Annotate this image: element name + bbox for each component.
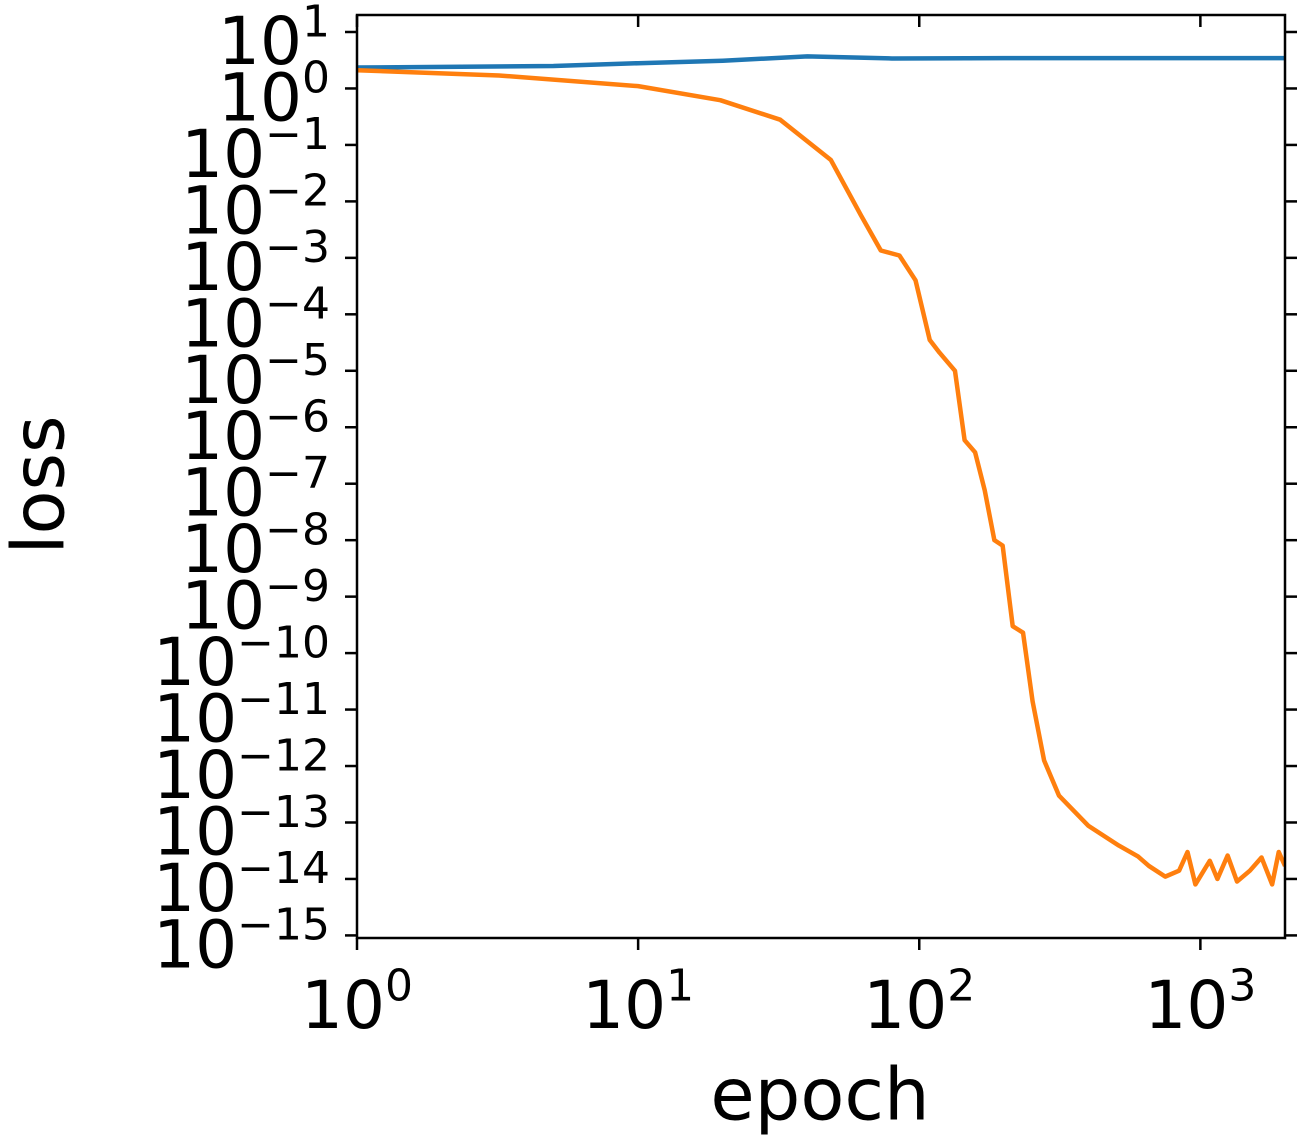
y-tick-label: 10−6 <box>181 392 330 476</box>
y-tick-label: 10−2 <box>181 166 330 250</box>
plot-frame <box>355 13 1287 940</box>
y-tick-label: 10−15 <box>153 900 330 984</box>
x-tick-label: 102 <box>863 960 975 1044</box>
y-tick-label: 10−10 <box>153 617 330 701</box>
y-tick-label: 10−12 <box>153 730 330 814</box>
y-tick-label: 10−14 <box>153 843 330 927</box>
loss-line <box>357 54 1285 70</box>
x-tick-label: 101 <box>582 960 694 1044</box>
y-tick-label: 10−11 <box>153 674 330 758</box>
y-tick-label: 10−5 <box>181 335 330 419</box>
x-axis-label: epoch <box>710 1053 929 1137</box>
x-tick-label: 103 <box>1144 960 1256 1044</box>
y-tick-label: 10−3 <box>181 222 330 306</box>
y-axis-label: loss <box>0 415 81 554</box>
x-tick-label: 100 <box>301 960 413 1044</box>
y-tick-label: 10−9 <box>181 561 330 645</box>
y-tick-label: 10−8 <box>181 504 330 588</box>
loss-line <box>357 68 1285 887</box>
y-tick-label: 101 <box>218 0 330 80</box>
y-tick-label: 100 <box>218 53 330 137</box>
y-tick-label: 10−4 <box>181 279 330 363</box>
y-tick-label: 10−13 <box>153 787 330 871</box>
y-tick-label: 10−1 <box>181 109 330 193</box>
plot <box>357 54 1285 887</box>
y-tick-label: 10−7 <box>181 448 330 532</box>
